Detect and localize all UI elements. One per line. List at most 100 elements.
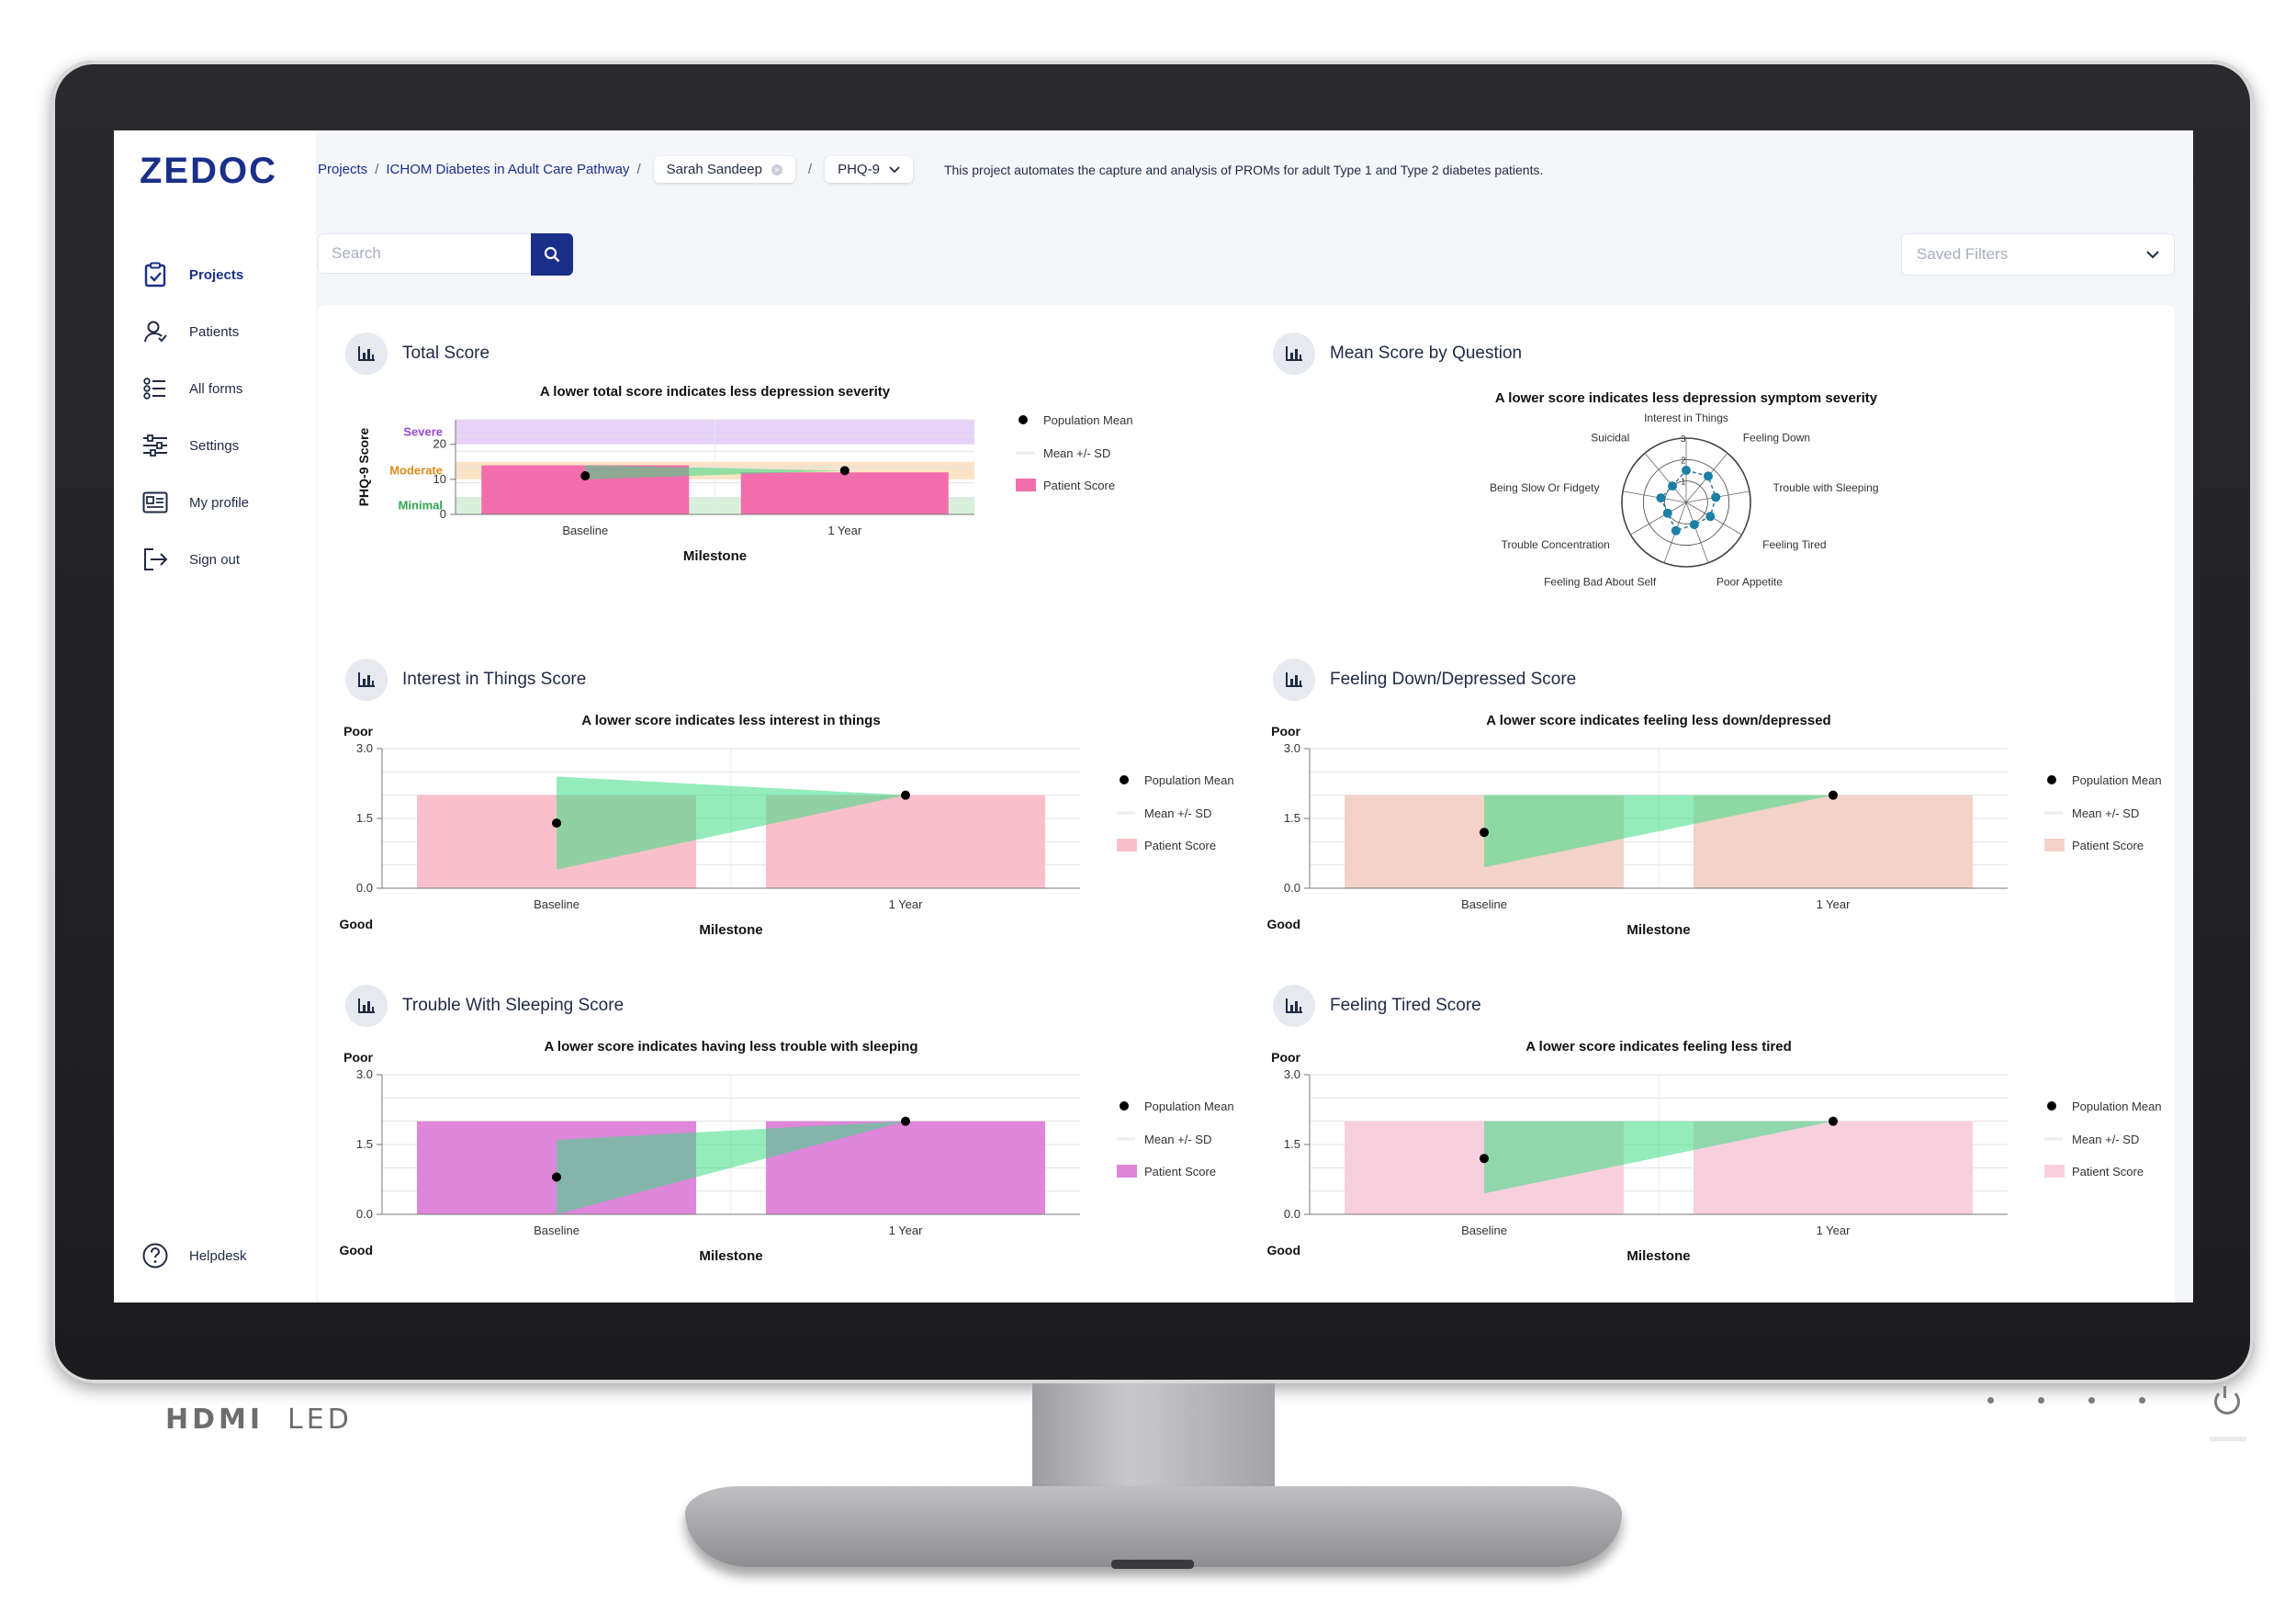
sidebar-item-label: My profile [189, 494, 250, 511]
sidebar-item-projects[interactable]: Projects [141, 246, 249, 303]
radar-series [1660, 469, 1716, 532]
breadcrumb-separator: / [636, 162, 641, 177]
bottom-label: Good [339, 917, 373, 931]
chevron-down-icon [889, 165, 900, 173]
x-tick-label: 1 Year [827, 524, 862, 537]
x-axis-label: Milestone [699, 1248, 762, 1264]
legend-mean-marker [1120, 1101, 1129, 1111]
legend-score-marker [2044, 1165, 2065, 1178]
card-header: Mean Score by Question [1273, 333, 1522, 375]
legend-score-marker [1117, 839, 1137, 851]
close-icon[interactable]: × [771, 164, 782, 175]
radar-axis-label: Poor Appetite [1716, 575, 1783, 588]
radar-axis-label: Being Slow Or Fidgety [1490, 481, 1599, 494]
radar-point [1662, 508, 1672, 518]
search-input[interactable] [318, 233, 531, 274]
x-tick-label: 1 Year [889, 897, 924, 911]
saved-filters-select[interactable]: Saved Filters [1901, 233, 2175, 276]
monitor-foot [1111, 1560, 1194, 1569]
sleeping-chart: A lower score indicates having less trou… [339, 1039, 1233, 1264]
legend-mean: Population Mean [1144, 773, 1234, 787]
legend-score: Patient Score [2072, 839, 2144, 852]
sidebar-item-my-profile[interactable]: My profile [141, 474, 249, 531]
search-button[interactable] [531, 233, 573, 276]
y-tick-label: 1.5 [356, 811, 373, 825]
sidebar-item-label: Projects [189, 266, 244, 283]
helpdesk-link[interactable]: Helpdesk [141, 1242, 247, 1269]
chart-icon [1273, 659, 1315, 701]
breadcrumb-projects[interactable]: Projects [318, 162, 368, 177]
bottom-label: Good [1266, 1243, 1300, 1257]
brand-text: HDMI [165, 1404, 264, 1436]
legend-score: Patient Score [1043, 479, 1115, 492]
band-label: Severe [403, 424, 443, 438]
mean-sd-band [1484, 795, 1833, 868]
x-axis-label: Milestone [1626, 922, 1690, 938]
radar-spoke [1622, 491, 1687, 503]
saved-filters-label: Saved Filters [1917, 245, 2009, 263]
patient-chip[interactable]: Sarah Sandeep × [653, 156, 795, 183]
total-score-chart: A lower total score indicates less depre… [356, 384, 1133, 564]
x-tick-label: Baseline [562, 524, 608, 537]
chart-icon [345, 333, 388, 375]
patient-chip-label: Sarah Sandeep [666, 162, 762, 177]
radar-spoke [1644, 453, 1687, 503]
top-label: Poor [1271, 1050, 1300, 1065]
sidebar: ZEDOC Projects Patients All forms [114, 130, 316, 1303]
sidebar-item-patients[interactable]: Patients [141, 303, 249, 360]
sidebar-nav: Projects Patients All forms Settings [141, 246, 249, 588]
y-tick-label: 1.5 [1284, 811, 1300, 825]
y-tick-label: 3.0 [356, 741, 373, 755]
x-tick-label: Baseline [534, 1224, 580, 1237]
breadcrumb-project[interactable]: ICHOM Diabetes in Adult Care Pathway [386, 162, 630, 177]
radar-point [1689, 520, 1699, 530]
user-icon [141, 318, 169, 345]
radar-axis-label: Feeling Down [1743, 432, 1810, 445]
mean-sd-band [557, 776, 906, 870]
breadcrumb: Projects / ICHOM Diabetes in Adult Care … [318, 156, 1543, 183]
x-tick-label: Baseline [1461, 897, 1507, 911]
bezel-brand: HDMI LED [165, 1404, 353, 1436]
sidebar-item-label: All forms [189, 380, 243, 397]
card-header: Trouble With Sleeping Score [345, 985, 624, 1027]
y-tick-label: 20 [433, 437, 446, 451]
mean-point [901, 1116, 910, 1126]
logo[interactable]: ZEDOC [140, 151, 277, 191]
card-title: Total Score [402, 344, 490, 363]
legend-score-marker [1117, 1165, 1137, 1178]
card-title: Mean Score by Question [1330, 344, 1523, 363]
app-screen: ZEDOC Projects Patients All forms [114, 130, 2193, 1303]
radar-point [1682, 466, 1691, 475]
top-label: Poor [343, 724, 373, 739]
y-tick-label: 1.5 [356, 1137, 373, 1151]
helpdesk-label: Helpdesk [189, 1247, 247, 1264]
radar-axis-label: Feeling Tired [1762, 538, 1826, 551]
y-tick-label: 0.0 [356, 881, 373, 895]
legend-mean-marker [2047, 1101, 2056, 1111]
sidebar-item-label: Settings [189, 437, 240, 454]
form-select-label: PHQ-9 [838, 162, 880, 177]
sliders-icon [141, 432, 169, 459]
card-feeling-tired-score: Feeling Tired Score A lower score indica… [1245, 957, 2164, 1279]
x-axis-label: Milestone [683, 548, 747, 564]
dashboard: Total Score A lower total score indicate… [318, 305, 2175, 1303]
mean-sd-band [585, 465, 845, 479]
form-select[interactable]: PHQ-9 [825, 156, 913, 183]
feeling-down-chart: A lower score indicates feeling less dow… [1266, 713, 2161, 938]
legend-score: Patient Score [1144, 839, 1216, 852]
legend-score: Patient Score [1144, 1165, 1216, 1179]
sidebar-item-all-forms[interactable]: All forms [141, 360, 249, 417]
y-axis-label: PHQ-9 Score [356, 427, 371, 506]
sidebar-item-sign-out[interactable]: Sign out [141, 531, 249, 588]
breadcrumb-separator: / [375, 162, 379, 177]
sidebar-item-settings[interactable]: Settings [141, 417, 249, 474]
legend-sd: Mean +/- SD [1043, 446, 1110, 460]
legend-mean: Population Mean [1043, 413, 1133, 427]
radar-axis-label: Interest in Things [1644, 412, 1728, 424]
mean-point [552, 818, 561, 829]
power-icon [2214, 1386, 2240, 1415]
y-tick-label: 3.0 [1284, 741, 1300, 755]
list-icon [141, 375, 169, 402]
band-label: Moderate [389, 463, 443, 477]
project-description: This project automates the capture and a… [943, 162, 1544, 177]
